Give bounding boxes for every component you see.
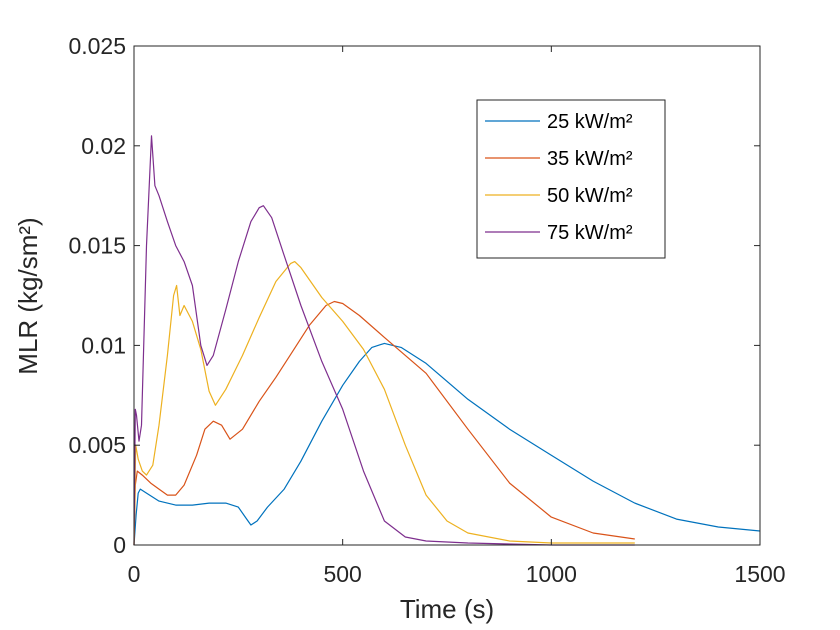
- series-line-2: [133, 300, 635, 546]
- plot-frame: [133, 45, 761, 546]
- y-tick-label: 0.02: [81, 133, 126, 159]
- series-line-1: [133, 342, 761, 546]
- y-axis-title: MLR (kg/sm²): [13, 217, 43, 374]
- legend-label: 25 kW/m²: [547, 111, 633, 133]
- x-axis-title: Time (s): [400, 594, 494, 624]
- series-lines: [133, 135, 761, 546]
- y-tick-label: 0.025: [68, 33, 126, 59]
- y-tick-label: 0.01: [81, 332, 126, 358]
- series-line-4: [133, 135, 635, 546]
- x-tick-label: 1500: [734, 561, 785, 587]
- x-axis-ticks: 0 500 1000 1500: [128, 46, 786, 587]
- y-tick-label: 0.015: [68, 233, 126, 259]
- legend-label: 75 kW/m²: [547, 222, 633, 244]
- y-tick-label: 0: [113, 532, 126, 558]
- series-line-3: [133, 261, 635, 546]
- legend-label: 35 kW/m²: [547, 148, 633, 170]
- legend-label: 50 kW/m²: [547, 185, 633, 207]
- x-tick-label: 500: [323, 561, 361, 587]
- legend: 25 kW/m² 35 kW/m² 50 kW/m² 75 kW/m²: [476, 99, 666, 259]
- x-tick-label: 1000: [526, 561, 577, 587]
- y-axis-ticks: 0 0.005 0.01 0.015 0.02 0.025: [68, 33, 760, 558]
- plot-area: [134, 46, 760, 545]
- x-tick-label: 0: [128, 561, 141, 587]
- y-tick-label: 0.005: [68, 432, 126, 458]
